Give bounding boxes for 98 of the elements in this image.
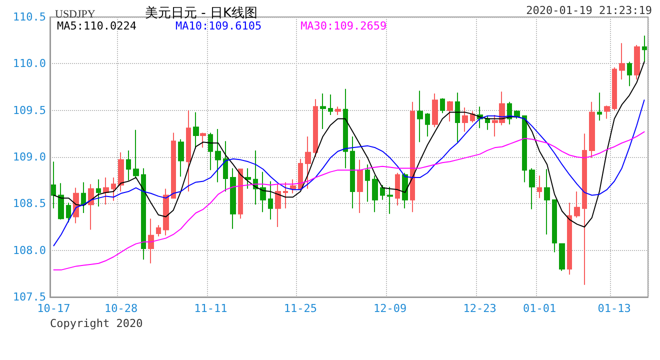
candlestick [290, 178, 296, 194]
candlestick [552, 199, 557, 253]
candlestick [350, 136, 355, 209]
text: MA5:110.0224 [57, 20, 137, 32]
candlestick [612, 66, 617, 111]
candlestick [51, 161, 56, 209]
line-series [53, 61, 645, 228]
text: MA10:109.6105 [175, 20, 262, 32]
y-tick-label: 109.5 [12, 104, 46, 117]
candlestick [230, 168, 236, 230]
line-series [53, 100, 645, 246]
candlestick [58, 182, 64, 220]
candlestick [335, 106, 341, 116]
candlestick [380, 184, 385, 200]
candlestick [395, 172, 400, 206]
candlestick [193, 112, 199, 150]
candlestick [485, 115, 490, 130]
candlestick [559, 243, 565, 272]
candlestick [148, 218, 154, 264]
candlestick [268, 180, 273, 220]
y-tick-label: 108.5 [12, 197, 46, 210]
candlestick [387, 186, 393, 214]
text: 2020-01-19 21:23:19 [526, 4, 652, 17]
candlestick [328, 94, 333, 116]
candlestick [186, 110, 191, 192]
candlestick [118, 152, 124, 192]
x-tick-label: 12-23 [463, 302, 496, 315]
candlestick [66, 202, 71, 223]
x-tick-label: 10-17 [37, 302, 70, 315]
candlestick [365, 164, 370, 202]
line-series [53, 131, 645, 270]
candlestick [200, 132, 206, 148]
candlestick [88, 184, 94, 230]
y-tick-label: 107.5 [12, 290, 46, 304]
candlestick [455, 92, 460, 143]
candlestick [238, 168, 243, 220]
candlestick [260, 171, 266, 213]
candlestick [126, 150, 131, 181]
candlestick [425, 112, 430, 137]
text: MA30:109.2659 [300, 20, 387, 32]
candlestick [627, 61, 632, 87]
candlestick [567, 202, 572, 276]
candlestick [529, 168, 535, 210]
y-tick-label: 110.0 [12, 57, 46, 70]
candlestick [163, 188, 169, 236]
candlestick [343, 88, 348, 169]
y-tick-label: 108.0 [12, 244, 46, 257]
candlestick [305, 136, 311, 190]
candlestick [313, 98, 318, 158]
candlestick [372, 175, 378, 213]
candlestick [410, 101, 415, 213]
candlestick [402, 172, 408, 209]
candlestick [171, 132, 176, 199]
candlestick [320, 93, 326, 130]
candlestick [215, 128, 221, 183]
candlestick [597, 92, 602, 122]
candlestick [604, 105, 610, 120]
x-tick-label: 11-11 [194, 302, 228, 315]
candlestick [470, 110, 475, 123]
y-tick-label: 110.5 [12, 10, 46, 24]
candlestick [417, 90, 423, 143]
candlestick [178, 138, 184, 178]
candlestick [81, 182, 86, 214]
candlestick [111, 177, 116, 202]
candlestick [156, 224, 161, 237]
x-tick-label: 01-13 [598, 302, 631, 315]
candlestick [357, 159, 363, 214]
candlestick [619, 42, 625, 80]
candlestick [141, 168, 146, 260]
candlestick [634, 44, 640, 80]
candlestick [537, 175, 542, 199]
candlestick [432, 93, 438, 128]
candlestick [208, 132, 213, 171]
candlestick [223, 140, 228, 192]
x-tick-label: 10-28 [104, 302, 138, 315]
x-tick-label: 11-25 [284, 302, 317, 315]
candlestick [245, 168, 251, 190]
candlestick [462, 107, 468, 132]
candlestick [275, 184, 281, 228]
candlestick [574, 191, 580, 218]
x-tick-label: 12-09 [374, 302, 407, 315]
candlestick [283, 182, 288, 209]
candlestick [544, 168, 550, 235]
text: Copyright 2020 [50, 317, 143, 330]
candlestick [522, 115, 527, 183]
candlestick [642, 35, 647, 62]
chart-title: 美元日元 - 日K线图 [145, 5, 258, 21]
x-tick-label: 01-01 [523, 302, 556, 315]
candlestick [133, 129, 139, 179]
candlestick [298, 158, 303, 190]
candlestick [447, 100, 453, 122]
candlestick [440, 98, 445, 114]
chart-subtitle: USDJPY [55, 8, 96, 20]
candlestick [103, 177, 109, 206]
candlestick [589, 101, 595, 158]
y-tick-label: 109.0 [12, 150, 46, 164]
candlestick [582, 133, 587, 286]
candlestick [96, 178, 101, 207]
